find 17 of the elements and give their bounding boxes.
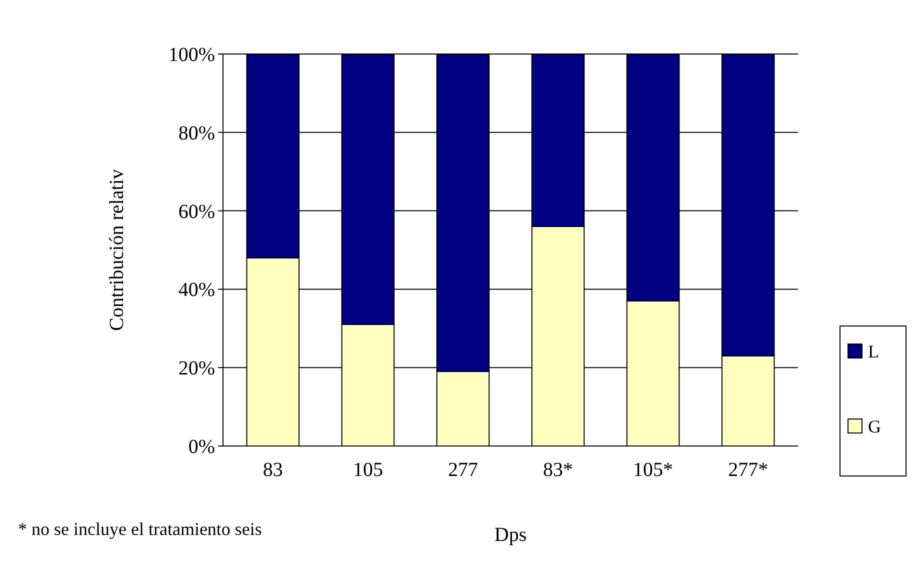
x-tick-label: 83*	[543, 459, 574, 481]
text: * no se incluye el tratamiento seis	[18, 519, 262, 539]
legend-label: G	[868, 416, 881, 436]
y-axis-title: Contribución relativ	[106, 169, 128, 331]
x-tick-label: 105*	[633, 459, 674, 481]
y-tick-label: 40%	[178, 279, 215, 302]
x-tick-label: 277	[448, 459, 478, 481]
x-tick-label: 277*	[728, 459, 768, 481]
y-tick-label: 20%	[178, 358, 215, 380]
x-axis-title: Dps	[494, 524, 527, 546]
y-tick-label: 60%	[178, 200, 215, 223]
y-tick-label: 80%	[178, 122, 215, 144]
y-tick-label: 0%	[188, 436, 215, 458]
x-tick-label: 83	[262, 459, 283, 481]
x-tick-label: 105	[352, 459, 383, 481]
y-tick-label: 100%	[168, 44, 215, 66]
legend-label: L	[868, 341, 879, 362]
